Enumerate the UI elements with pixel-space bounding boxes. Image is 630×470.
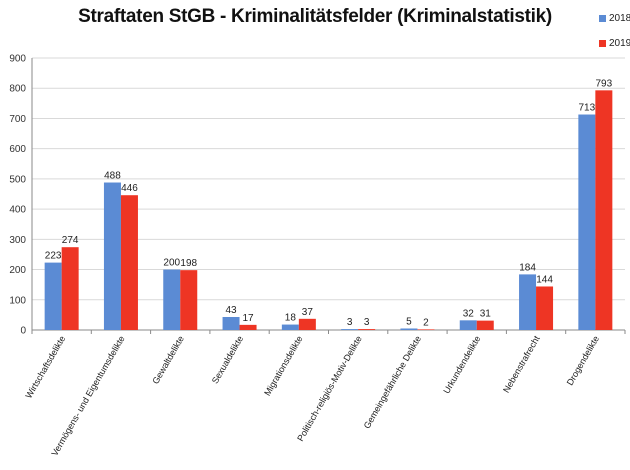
bar-2018 bbox=[103, 182, 121, 330]
data-label-2018: 18 bbox=[285, 313, 297, 324]
legend-swatch-2019 bbox=[599, 39, 606, 47]
data-label-2018: 184 bbox=[519, 262, 536, 273]
x-category-label: Urkundendelikte bbox=[441, 334, 482, 395]
data-label-2019: 274 bbox=[62, 235, 79, 246]
bar-2019 bbox=[417, 329, 435, 330]
x-category-label: Nebenstrafrecht bbox=[501, 334, 542, 395]
chart-title: Straftaten StGB - Kriminalitätsfelder (K… bbox=[78, 6, 552, 27]
x-category-label: Gemeingefährliche Delikte bbox=[362, 334, 423, 430]
y-tick-label: 700 bbox=[9, 114, 26, 125]
data-label-2018: 43 bbox=[225, 305, 237, 316]
data-label-2018: 223 bbox=[45, 251, 62, 262]
legend-label-2019: 2019 bbox=[609, 37, 630, 49]
bar-2018 bbox=[163, 269, 181, 330]
bar-2018 bbox=[400, 328, 418, 330]
data-label-2019: 793 bbox=[596, 78, 613, 89]
data-label-2018: 488 bbox=[104, 171, 121, 182]
data-label-2019: 198 bbox=[180, 258, 197, 269]
bar-2019 bbox=[298, 318, 316, 330]
legend-item-2018: 2018 bbox=[599, 12, 630, 24]
y-tick-label: 300 bbox=[9, 235, 26, 246]
bar-2018 bbox=[459, 320, 477, 330]
x-category-label: Vermögens- und Eigentumsdelikte bbox=[49, 334, 126, 458]
data-label-2019: 446 bbox=[121, 183, 138, 194]
y-tick-label: 0 bbox=[20, 326, 26, 337]
bar-2018 bbox=[341, 329, 359, 330]
legend-swatch-2018 bbox=[599, 14, 606, 22]
bar-2018 bbox=[519, 274, 537, 330]
data-label-2019: 3 bbox=[364, 317, 370, 328]
y-tick-label: 600 bbox=[9, 144, 26, 155]
legend: 2018 2019 bbox=[599, 12, 630, 62]
bar-2019 bbox=[476, 320, 494, 330]
bar-2018 bbox=[578, 114, 596, 330]
y-tick-label: 400 bbox=[9, 205, 26, 216]
data-label-2018: 5 bbox=[406, 316, 412, 327]
x-category-label: Sexualdelikte bbox=[210, 334, 245, 385]
data-label-2019: 17 bbox=[242, 313, 254, 324]
y-tick-label: 900 bbox=[9, 54, 26, 65]
bar-2018 bbox=[281, 324, 299, 330]
bar-2019 bbox=[536, 286, 554, 330]
y-tick-label: 800 bbox=[9, 84, 26, 95]
bar-2019 bbox=[239, 324, 257, 330]
data-label-2018: 32 bbox=[463, 308, 475, 319]
x-category-label: Politisch-religiös-Motiv-Delikte bbox=[295, 334, 364, 443]
data-label-2019: 2 bbox=[423, 317, 429, 328]
x-category-label: Drogendelikte bbox=[565, 334, 601, 387]
y-tick-label: 100 bbox=[9, 295, 26, 306]
bar-2019 bbox=[358, 329, 376, 330]
bar-2019 bbox=[120, 195, 138, 330]
x-category-label: Migrationsdelikte bbox=[262, 334, 304, 397]
bar-2019 bbox=[180, 270, 198, 330]
data-label-2019: 37 bbox=[302, 307, 314, 318]
data-label-2019: 144 bbox=[536, 274, 553, 285]
y-tick-label: 200 bbox=[9, 265, 26, 276]
x-category-label: Wirtschaftsdelikte bbox=[23, 334, 67, 400]
x-category-label: Gewaltdelikte bbox=[150, 334, 186, 386]
legend-label-2018: 2018 bbox=[609, 12, 630, 24]
data-label-2018: 200 bbox=[163, 258, 180, 269]
bar-2019 bbox=[595, 90, 613, 331]
bar-2019 bbox=[61, 247, 79, 330]
legend-item-2019: 2019 bbox=[599, 37, 630, 49]
bar-2018 bbox=[44, 262, 62, 330]
bar-2018 bbox=[222, 317, 240, 330]
data-label-2019: 31 bbox=[480, 309, 492, 320]
y-tick-label: 500 bbox=[9, 174, 26, 185]
data-label-2018: 3 bbox=[347, 317, 353, 328]
data-label-2018: 713 bbox=[579, 103, 596, 114]
